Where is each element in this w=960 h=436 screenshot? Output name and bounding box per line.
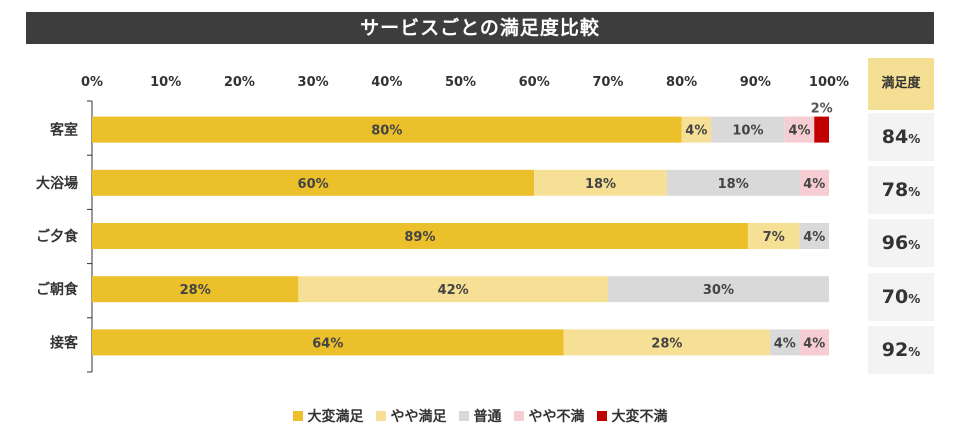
data-label: 64%: [312, 336, 343, 351]
data-label: 4%: [803, 177, 825, 192]
legend-item: 大変不満: [596, 406, 668, 426]
category-label: ご夕食: [36, 228, 79, 245]
legend-label: 普通: [473, 409, 502, 425]
data-label: 28%: [180, 283, 211, 298]
satisfaction-value: 96%: [868, 219, 934, 268]
x-tick-label: 60%: [519, 75, 550, 90]
satisfaction-header: 満足度: [868, 58, 934, 110]
legend-swatch: [513, 411, 524, 421]
satisfaction-value: 78%: [868, 166, 934, 215]
legend-swatch: [596, 411, 607, 421]
bar-segment: [799, 329, 829, 356]
x-tick-label: 40%: [371, 75, 402, 90]
legend-item: やや満足: [375, 406, 447, 426]
legend-swatch: [375, 411, 386, 421]
bar-segment: [298, 276, 608, 303]
x-tick-label: 10%: [150, 75, 181, 90]
data-label: 7%: [763, 230, 785, 245]
bar-segment: [92, 116, 682, 143]
satisfaction-unit: %: [908, 132, 921, 146]
bar-segment: [607, 276, 829, 303]
data-label: 4%: [803, 230, 825, 245]
satisfaction-unit: %: [908, 238, 921, 253]
data-label: 30%: [703, 283, 734, 298]
x-tick-label: 20%: [224, 75, 255, 90]
satisfaction-number: 70: [881, 285, 909, 308]
data-label: 42%: [438, 283, 469, 298]
x-tick-label: 50%: [445, 75, 476, 90]
satisfaction-value: 70%: [868, 272, 934, 321]
legend-label: 大変満足: [307, 409, 364, 425]
bar-segment: [92, 223, 748, 249]
x-tick-label: 80%: [666, 75, 697, 90]
legend-swatch: [458, 411, 469, 421]
x-tick-label: 0%: [81, 75, 103, 90]
satisfaction-unit: %: [908, 291, 921, 306]
legend-item: 普通: [458, 406, 502, 426]
satisfaction-number: 78: [881, 179, 909, 202]
data-label: 80%: [371, 124, 402, 139]
category-label: 客室: [49, 122, 78, 139]
category-label: 大浴場: [36, 175, 78, 192]
bar-segment: [92, 276, 299, 303]
data-label: 18%: [718, 177, 749, 192]
satisfaction-number: 92: [881, 338, 909, 361]
legend-label: やや満足: [390, 409, 447, 425]
data-label: 4%: [803, 336, 825, 351]
bar-segment: [814, 116, 829, 143]
bar-segment: [681, 116, 712, 143]
bar-segment: [92, 169, 535, 196]
bar-segment: [711, 116, 785, 143]
legend-item: 大変満足: [292, 406, 364, 426]
satisfaction-value: 92%: [868, 325, 934, 374]
legend-swatch: [292, 411, 303, 421]
satisfaction-unit: %: [908, 185, 921, 200]
bar-segment: [799, 223, 829, 249]
category-label: ご朝食: [36, 281, 79, 298]
bar-segment: [92, 329, 564, 356]
bar-segment: [770, 329, 800, 356]
satisfaction-value: 84%: [868, 113, 934, 161]
data-label: 18%: [585, 177, 616, 192]
data-label: 10%: [732, 124, 763, 139]
x-tick-label: 90%: [740, 75, 771, 90]
legend-item: やや不満: [513, 406, 585, 426]
bar-segment: [534, 169, 667, 196]
satisfaction-number: 96: [881, 232, 909, 255]
legend-label: 大変不満: [611, 409, 668, 425]
x-tick-label: 100%: [809, 75, 849, 90]
x-tick-label: 30%: [298, 75, 329, 90]
data-label: 4%: [788, 124, 810, 139]
bar-segment: [666, 169, 800, 196]
satisfaction-number: 84: [881, 126, 909, 148]
data-label: 89%: [404, 230, 435, 245]
data-label: 4%: [774, 336, 796, 351]
data-label: 60%: [298, 177, 329, 192]
category-label: 接客: [50, 334, 79, 351]
chart-legend: 大変満足 やや満足 普通 やや不満 大変不満: [0, 406, 960, 426]
bar-segment: [563, 329, 771, 356]
x-tick-label: 70%: [592, 75, 623, 90]
legend-label: やや不満: [528, 409, 585, 425]
satisfaction-unit: %: [908, 344, 921, 359]
chart-title: サービスごとの満足度比較: [26, 12, 934, 44]
bar-segment: [799, 169, 829, 196]
data-label: 2%: [811, 102, 833, 117]
bar-segment: [747, 223, 800, 249]
data-label: 4%: [685, 124, 707, 139]
data-label: 28%: [651, 336, 682, 351]
bar-segment: [784, 116, 815, 143]
